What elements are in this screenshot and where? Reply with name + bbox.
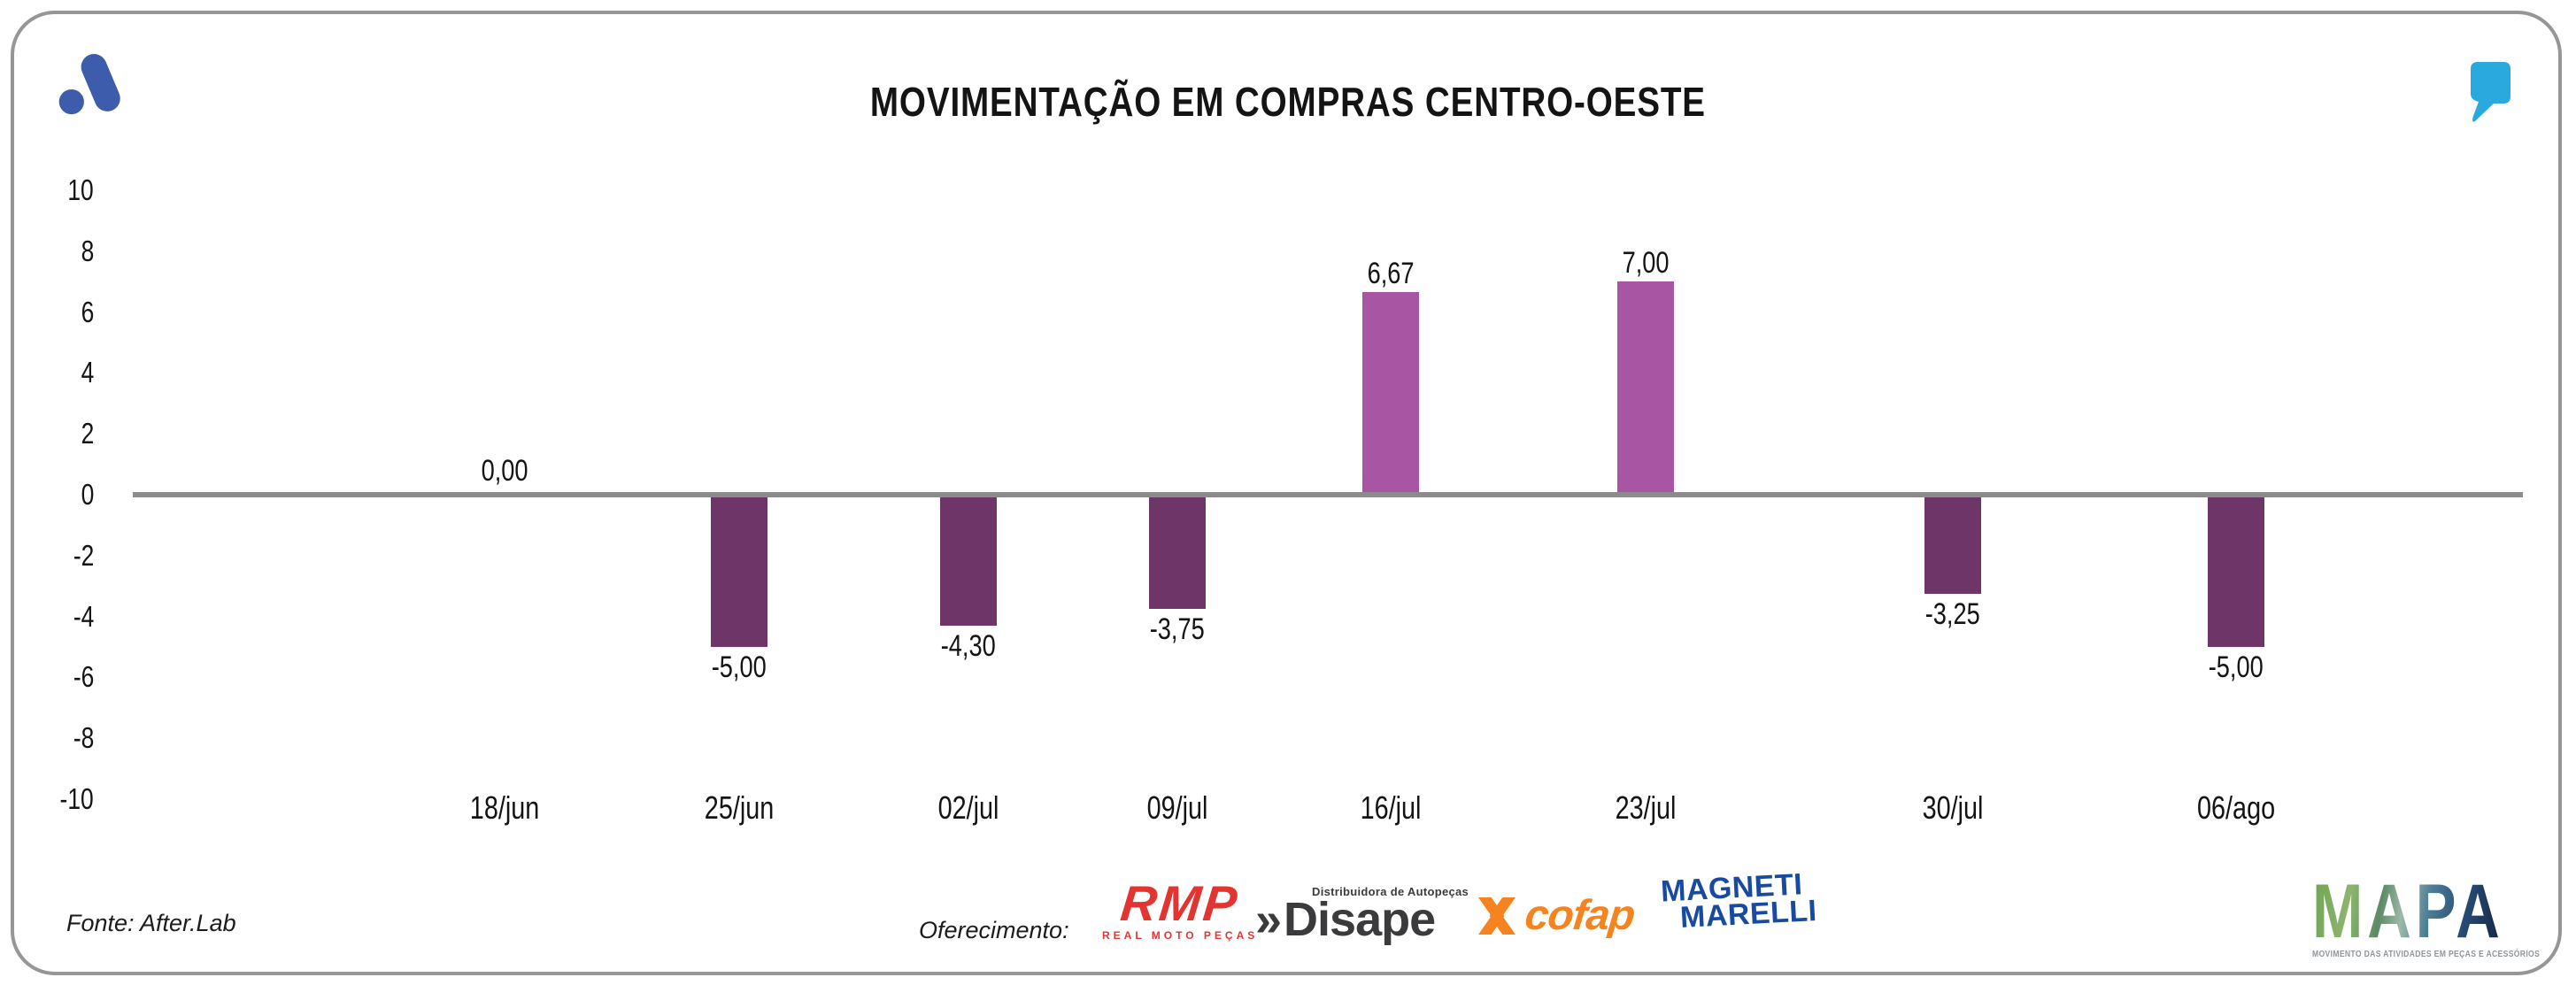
y-tick--6: -6 (73, 660, 94, 694)
sponsorship-label: Oferecimento: (919, 917, 1069, 944)
rmp-wordmark: RMP (1118, 875, 1243, 931)
disape-tagline: Distribuidora de Autopeças (1312, 885, 1469, 898)
quote-icon (2471, 62, 2510, 122)
source-text: Fonte: After.Lab (66, 910, 236, 936)
sponsor-logo-rmp: RMP REAL MOTO PEÇAS (1102, 875, 1259, 942)
y-tick--4: -4 (73, 599, 94, 633)
x-label-02/jul: 02/jul (937, 789, 999, 826)
sponsor-logo-magneti-marelli: MAGNETI MARELLI (1660, 867, 1817, 935)
bar-25/jun (711, 495, 768, 647)
x-label-16/jul: 16/jul (1360, 789, 1422, 826)
y-tick-8: 8 (81, 234, 94, 267)
mapa-tagline: MOVIMENTO DAS ATIVIDADES EM PEÇAS E ACES… (2312, 949, 2541, 959)
zero-axis-line (133, 492, 2523, 497)
org-logo-mapa: MAPA MOVIMENTO DAS ATIVIDADES EM PEÇAS E… (2312, 869, 2541, 959)
bar-02/jul (940, 495, 998, 626)
sponsor-logo-disape: Distribuidora de Autopeças » Disape (1255, 885, 1469, 944)
source-note: Fonte: After.Lab (66, 910, 236, 937)
sponsorship-text: Oferecimento: (919, 917, 1069, 943)
cofap-wordmark: cofap (1523, 892, 1637, 939)
value-label-23/jul: 7,00 (1623, 246, 1670, 281)
y-tick-4: 4 (81, 356, 94, 389)
value-label-09/jul: -3,75 (1149, 612, 1205, 646)
value-label-06/ago: -5,00 (2208, 650, 2264, 684)
sponsor-logo-cofap: cofap (1474, 892, 1637, 939)
y-tick-6: 6 (81, 295, 94, 328)
x-label-18/jun: 18/jun (470, 789, 540, 826)
disape-row: » Disape (1255, 895, 1469, 944)
y-tick--10: -10 (59, 782, 94, 815)
afterlab-logo-icon (58, 53, 120, 115)
y-tick--2: -2 (73, 538, 94, 572)
value-label-30/jul: -3,25 (1924, 596, 1980, 631)
y-tick--8: -8 (73, 721, 94, 755)
chart-title: MOVIMENTAÇÃO EM COMPRAS CENTRO-OESTE (869, 79, 1706, 125)
marelli-word: MARELLI (1679, 893, 1818, 935)
y-tick-0: 0 (81, 478, 94, 511)
disape-chevrons-icon: » (1255, 893, 1283, 946)
cofap-x-icon (1478, 897, 1516, 935)
disape-wordmark: Disape (1284, 893, 1436, 946)
y-tick-10: 10 (67, 173, 94, 206)
value-label-18/jun: 0,00 (481, 454, 528, 488)
value-label-25/jun: -5,00 (712, 650, 767, 684)
x-label-23/jul: 23/jul (1616, 789, 1677, 826)
bar-30/jul (1924, 495, 1981, 594)
bar-23/jul (1617, 281, 1675, 495)
x-label-09/jul: 09/jul (1146, 789, 1208, 826)
rmp-tagline: REAL MOTO PEÇAS (1102, 929, 1259, 942)
bar-06/ago (2207, 495, 2264, 647)
mapa-wordmark: MAPA (2312, 869, 2504, 954)
value-label-02/jul: -4,30 (941, 628, 997, 663)
x-label-25/jun: 25/jun (704, 789, 775, 826)
y-tick-2: 2 (81, 417, 94, 450)
bar-09/jul (1148, 495, 1206, 609)
bar-16/jul (1362, 291, 1420, 495)
x-label-06/ago: 06/ago (2196, 789, 2275, 826)
x-label-30/jul: 30/jul (1922, 789, 1984, 826)
value-label-16/jul: 6,67 (1367, 256, 1415, 290)
